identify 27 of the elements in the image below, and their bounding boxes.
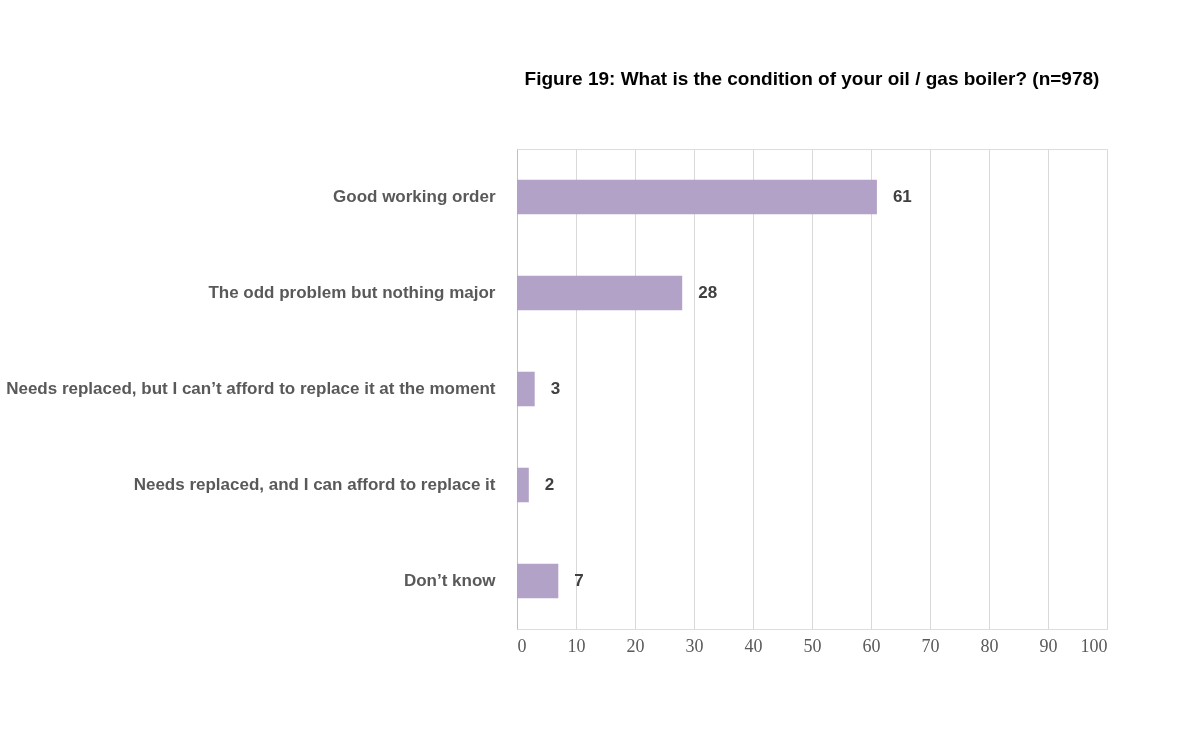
data-label: 28 — [698, 283, 718, 302]
y-tick-label: Good working order — [333, 187, 496, 206]
x-tick-label: 60 — [862, 635, 881, 656]
x-tick-label: 10 — [567, 635, 586, 656]
bar — [517, 371, 535, 407]
data-label: 3 — [550, 379, 561, 398]
x-tick-label: 0 — [517, 635, 527, 656]
x-tick-label: 20 — [626, 635, 645, 656]
bar — [517, 467, 529, 503]
data-label: 2 — [544, 475, 555, 494]
x-tick-label: 100 — [1080, 635, 1108, 656]
x-tick-label: 70 — [921, 635, 940, 656]
bar — [517, 275, 683, 311]
y-tick-label: Needs replaced, but I can’t afford to replace it at the moment — [6, 379, 496, 398]
y-tick-label: Needs replaced, and I can afford to replace it — [133, 475, 496, 494]
data-label: 7 — [574, 571, 584, 590]
x-tick-label: 90 — [1039, 635, 1058, 656]
bar — [517, 563, 559, 599]
x-tick-label: 50 — [803, 635, 822, 656]
bar — [517, 179, 877, 215]
x-tick-label: 40 — [744, 635, 763, 656]
data-label: 61 — [892, 187, 912, 206]
x-tick-label: 30 — [685, 635, 704, 656]
y-tick-label: Don’t know — [403, 571, 497, 590]
chart-title: Figure 19: What is the condition of your oil / gas boiler? (n=978) — [524, 68, 1100, 89]
y-tick-label: The odd problem but nothing major — [208, 283, 496, 302]
x-tick-label: 80 — [980, 635, 999, 656]
